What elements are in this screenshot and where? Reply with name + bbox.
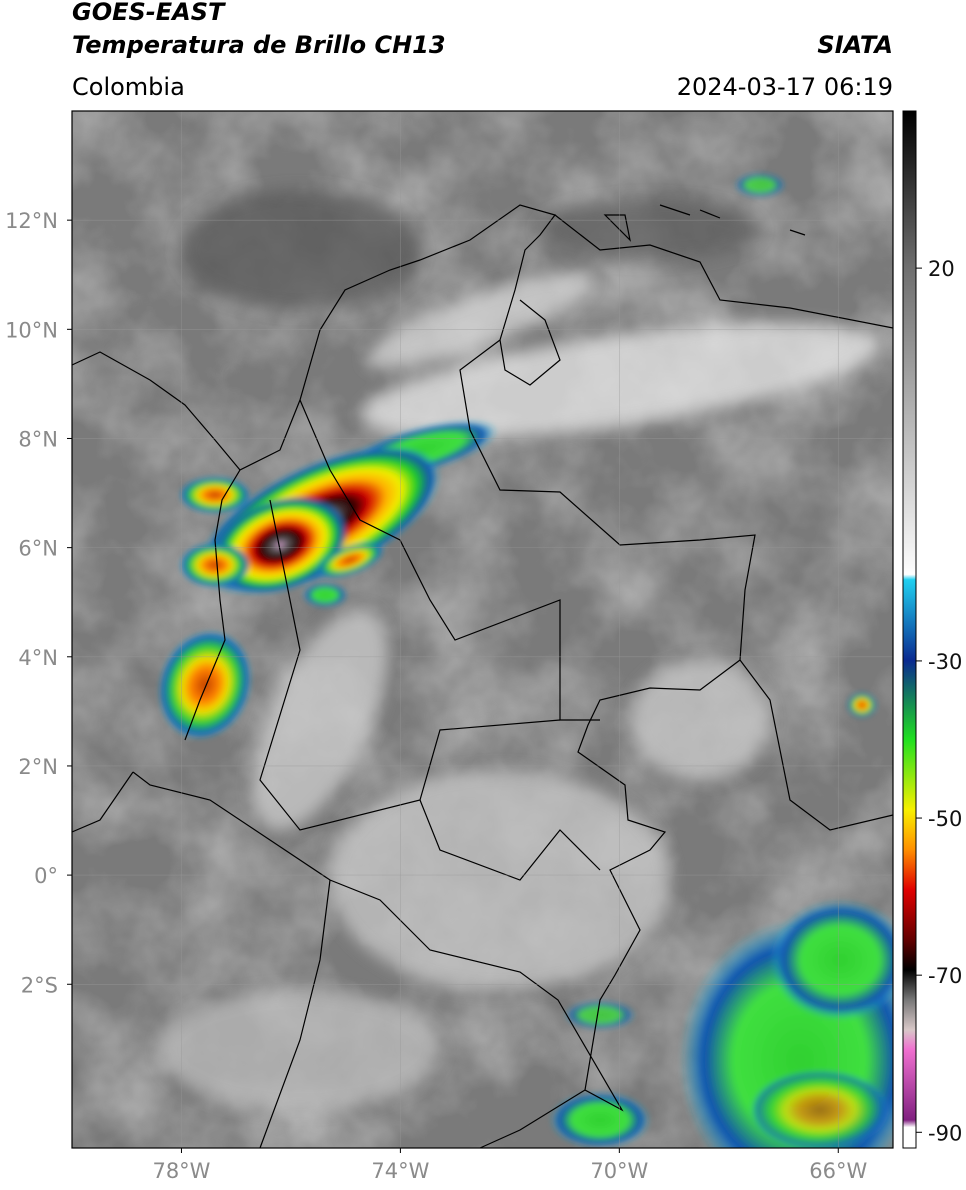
- lon-tick-label: 70°W: [590, 1159, 648, 1183]
- datetime-label: 2024-03-17 06:19: [677, 73, 893, 101]
- colorbar-tick-label: 20: [928, 257, 955, 281]
- lat-tick-label: 2°N: [18, 755, 58, 779]
- satellite-title: GOES-EAST: [72, 0, 226, 26]
- lat-tick-label: 10°N: [5, 318, 58, 342]
- colorbar-tick-label: -30: [928, 650, 962, 674]
- source-label: SIATA: [817, 31, 893, 59]
- lat-tick-label: 0°: [34, 864, 58, 888]
- colorbar-tick-label: -50: [928, 807, 962, 831]
- graticule: [72, 111, 893, 1148]
- lat-tick-label: 4°N: [18, 646, 58, 670]
- colorbar-tick-label: -70: [928, 964, 962, 988]
- lat-tick-label: 12°N: [5, 209, 58, 233]
- map-frame: [71, 110, 894, 1149]
- colorbar-tick-label: -90: [928, 1121, 962, 1145]
- product-title: Temperatura de Brillo CH13: [72, 31, 446, 59]
- colorbar: [902, 110, 917, 1149]
- satellite-image: [72, 111, 893, 1148]
- lon-tick-label: 74°W: [371, 1159, 429, 1183]
- lon-tick-label: 66°W: [809, 1159, 867, 1183]
- lat-tick-label: 8°N: [18, 427, 58, 451]
- borders: [72, 204, 893, 1148]
- region-label: Colombia: [72, 73, 185, 101]
- lat-tick-label: 6°N: [18, 537, 58, 561]
- ticks: 78°W 74°W 70°W 66°W 12°N 10°N 8°N 6°N 4°N 2°N 0° 2°…: [5, 209, 962, 1183]
- lat-tick-label: 2°S: [21, 973, 58, 997]
- lon-tick-label: 78°W: [152, 1159, 210, 1183]
